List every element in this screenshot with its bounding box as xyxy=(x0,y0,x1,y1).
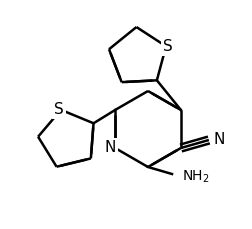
Text: S: S xyxy=(163,39,173,54)
Text: N: N xyxy=(104,141,116,155)
Text: S: S xyxy=(54,102,64,117)
Text: NH$_2$: NH$_2$ xyxy=(182,169,210,185)
Text: N: N xyxy=(213,133,225,147)
